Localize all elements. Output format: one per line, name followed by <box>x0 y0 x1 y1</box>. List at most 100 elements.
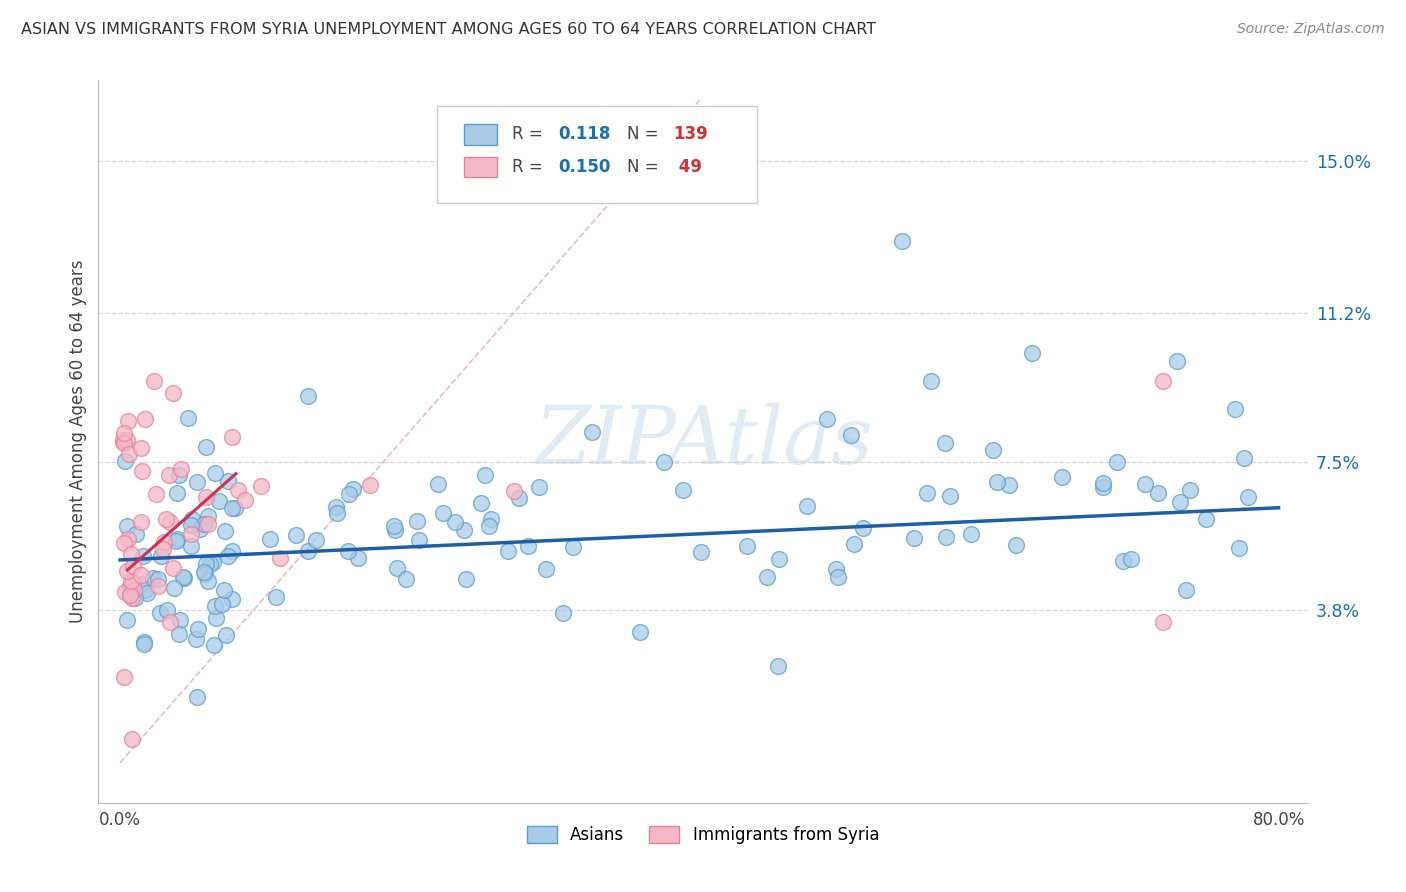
Legend: Asians, Immigrants from Syria: Asians, Immigrants from Syria <box>519 817 887 852</box>
Asians <box>453 523 475 537</box>
Asians <box>217 474 239 488</box>
Asians <box>166 486 188 500</box>
Asians <box>202 639 225 653</box>
Asians <box>508 491 530 505</box>
Asians <box>1021 346 1043 360</box>
Asians <box>1227 541 1250 555</box>
Asians <box>939 489 962 503</box>
Asians <box>915 486 938 500</box>
Asians <box>186 690 208 704</box>
Asians <box>181 512 204 526</box>
Asians <box>1168 494 1191 508</box>
Asians <box>167 468 190 483</box>
Asians <box>903 531 925 545</box>
Asians <box>180 517 202 532</box>
Asians <box>1133 476 1156 491</box>
Immigrants from Syria <box>120 547 142 561</box>
Immigrants from Syria <box>162 561 184 575</box>
Text: R =: R = <box>512 126 548 144</box>
Asians <box>768 551 790 566</box>
Text: 0.150: 0.150 <box>558 158 610 176</box>
Asians <box>496 544 519 558</box>
Asians <box>1092 475 1115 490</box>
Asians <box>534 561 557 575</box>
Asians <box>132 635 155 649</box>
Asians <box>193 517 215 532</box>
Immigrants from Syria <box>155 512 177 526</box>
Asians <box>259 533 281 547</box>
Asians <box>284 527 307 541</box>
Immigrants from Syria <box>122 583 145 598</box>
Immigrants from Syria <box>233 492 256 507</box>
Asians <box>581 425 603 439</box>
Asians <box>132 549 155 564</box>
Asians <box>516 539 538 553</box>
Asians <box>1091 479 1114 493</box>
Text: ASIAN VS IMMIGRANTS FROM SYRIA UNEMPLOYMENT AMONG AGES 60 TO 64 YEARS CORRELATIO: ASIAN VS IMMIGRANTS FROM SYRIA UNEMPLOYM… <box>21 22 876 37</box>
Asians <box>756 570 779 584</box>
Asians <box>221 543 243 558</box>
Asians <box>134 582 156 597</box>
Immigrants from Syria <box>170 462 193 476</box>
Immigrants from Syria <box>1152 375 1174 389</box>
Immigrants from Syria <box>118 448 141 462</box>
Asians <box>194 441 217 455</box>
Text: N =: N = <box>627 158 664 176</box>
Asians <box>197 574 219 588</box>
Immigrants from Syria <box>134 411 156 425</box>
Asians <box>395 572 418 586</box>
Asians <box>325 500 347 515</box>
Asians <box>204 467 226 481</box>
Asians <box>166 533 188 547</box>
Immigrants from Syria <box>131 464 153 478</box>
Asians <box>224 501 246 516</box>
Asians <box>124 591 146 605</box>
Immigrants from Syria <box>159 615 181 629</box>
Asians <box>204 599 226 613</box>
Asians <box>470 496 492 510</box>
Immigrants from Syria <box>180 527 202 541</box>
Asians <box>194 557 217 571</box>
Immigrants from Syria <box>121 731 143 746</box>
Immigrants from Syria <box>146 579 169 593</box>
Asians <box>134 637 156 651</box>
Asians <box>852 521 875 535</box>
Asians <box>986 475 1008 489</box>
Immigrants from Syria <box>226 483 249 497</box>
Immigrants from Syria <box>157 468 180 483</box>
Asians <box>427 476 450 491</box>
Asians <box>382 518 405 533</box>
Immigrants from Syria <box>1152 615 1174 630</box>
Asians <box>408 533 430 548</box>
Asians <box>1225 402 1247 417</box>
Asians <box>162 581 184 595</box>
Immigrants from Syria <box>250 479 273 493</box>
Asians <box>827 570 849 584</box>
Asians <box>211 598 233 612</box>
Asians <box>305 533 328 547</box>
Asians <box>689 545 711 559</box>
Asians <box>1195 512 1218 526</box>
Immigrants from Syria <box>152 535 174 549</box>
Immigrants from Syria <box>197 517 219 532</box>
Asians <box>960 526 983 541</box>
Asians <box>1237 490 1260 504</box>
Bar <box>464 124 498 145</box>
Asians <box>221 500 243 515</box>
Asians <box>342 483 364 497</box>
Asians <box>454 572 477 586</box>
Immigrants from Syria <box>120 588 142 602</box>
Asians <box>165 533 187 548</box>
Asians <box>214 582 236 597</box>
Asians <box>337 487 360 501</box>
Asians <box>129 576 152 591</box>
Asians <box>297 544 319 558</box>
Asians <box>1166 354 1188 368</box>
Immigrants from Syria <box>115 434 138 448</box>
Asians <box>186 475 208 489</box>
Immigrants from Syria <box>159 515 181 529</box>
Asians <box>766 659 789 673</box>
Asians <box>201 555 224 569</box>
Immigrants from Syria <box>221 430 243 444</box>
Text: 139: 139 <box>672 126 707 144</box>
